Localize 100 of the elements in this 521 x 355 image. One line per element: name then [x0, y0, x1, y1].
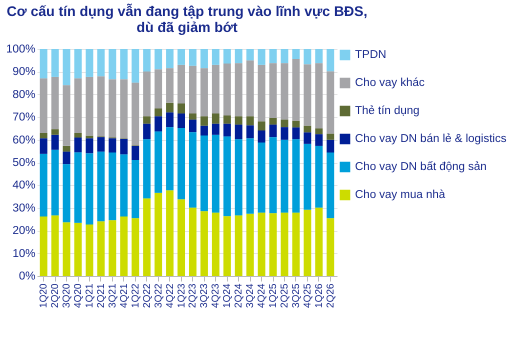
- bar: [315, 63, 323, 128]
- y-tick-label: 10%: [12, 248, 36, 260]
- legend-label: TPDN: [355, 49, 386, 61]
- x-tick-label: 2Q23: [188, 283, 199, 308]
- bar: [97, 49, 105, 76]
- chart-title: Cơ cấu tín dụng vẫn đang tập trung vào lĩnh vực BĐS, dù đã giảm bớt: [6, 3, 368, 35]
- bar: [246, 49, 254, 60]
- bar: [304, 210, 312, 276]
- bar: [40, 216, 48, 276]
- bar: [62, 152, 70, 164]
- bar: [40, 138, 48, 154]
- x-tick-label: 3Q25: [290, 283, 302, 308]
- bar: [223, 64, 231, 116]
- bar: [188, 49, 196, 66]
- bar: [326, 49, 334, 72]
- x-tick-label: 4Q21: [118, 283, 130, 308]
- bar: [166, 49, 174, 68]
- x-tick-label: 4Q23: [210, 283, 222, 308]
- bar: [154, 192, 162, 276]
- y-tick-label: 70%: [12, 112, 36, 124]
- bar: [143, 124, 151, 140]
- bar: [223, 216, 231, 276]
- bar: [154, 49, 162, 70]
- x-tick-label: 1Q23: [176, 283, 188, 308]
- bar: [166, 127, 174, 190]
- bar: [51, 49, 59, 77]
- bar: [304, 64, 312, 126]
- x-tick-label: 2Q22: [142, 283, 153, 308]
- bar: [200, 68, 208, 116]
- bar: [108, 79, 116, 138]
- bar: [269, 49, 277, 64]
- bar: [258, 130, 266, 143]
- bar: [132, 160, 140, 218]
- bar: [246, 125, 254, 138]
- bar: [188, 120, 196, 132]
- x-tick-label: 4Q20: [73, 283, 84, 308]
- legend-label: Thẻ tín dụng: [355, 105, 420, 117]
- bar: [154, 131, 162, 193]
- bar: [62, 85, 70, 146]
- bar: [258, 64, 266, 122]
- bar: [200, 211, 208, 276]
- x-tick-label: 3Q20: [62, 283, 73, 308]
- bar: [40, 132, 48, 138]
- bar: [200, 126, 208, 136]
- bar: [74, 138, 82, 152]
- bar: [62, 146, 70, 152]
- bar: [74, 222, 82, 276]
- bar: [154, 116, 162, 132]
- bar: [212, 49, 220, 65]
- y-tick-label: 90%: [12, 66, 36, 78]
- bar: [304, 126, 312, 132]
- bar: [292, 139, 300, 213]
- x-tick-label: 3Q23: [199, 283, 210, 308]
- bar: [200, 116, 208, 126]
- bar: [108, 220, 116, 276]
- bar: [86, 49, 94, 77]
- bar: [108, 138, 116, 153]
- x-tick-label: 3Q22: [153, 283, 164, 308]
- bar: [280, 127, 288, 140]
- bar: [166, 102, 174, 112]
- bar: [326, 71, 334, 134]
- bar: [212, 212, 220, 276]
- bar: [178, 199, 186, 276]
- bar: [304, 132, 312, 144]
- bar: [269, 118, 277, 125]
- bar: [143, 139, 151, 198]
- bar: [258, 142, 266, 213]
- bar: [234, 215, 242, 276]
- bar: [178, 49, 186, 65]
- bar: [97, 221, 105, 276]
- bar: [74, 49, 82, 78]
- x-tick-label: 1Q20: [38, 283, 50, 308]
- bar: [178, 128, 186, 200]
- bar: [258, 49, 266, 65]
- bar: [315, 49, 323, 64]
- y-tick-label: 50%: [12, 157, 36, 169]
- bar: [188, 66, 196, 114]
- bar: [280, 63, 288, 120]
- bar: [292, 127, 300, 140]
- x-tick-label: 1Q25: [268, 283, 280, 308]
- bar: [51, 129, 59, 135]
- bar: [132, 218, 140, 276]
- bar: [258, 212, 266, 276]
- bar: [97, 152, 105, 222]
- bar: [212, 124, 220, 135]
- bar: [132, 146, 140, 160]
- bar: [178, 113, 186, 128]
- bar: [269, 137, 277, 214]
- bar: [120, 79, 128, 138]
- bar: [40, 154, 48, 217]
- legend-label: Cho vay mua nhà: [355, 189, 446, 201]
- bar: [143, 71, 151, 116]
- bar: [246, 138, 254, 214]
- legend-label: Cho vay DN bán lẻ & logistics: [355, 133, 507, 145]
- bar: [212, 113, 220, 124]
- bar: [143, 116, 151, 124]
- bar: [143, 198, 151, 276]
- bar: [154, 69, 162, 108]
- bar: [86, 136, 94, 138]
- bar: [212, 64, 220, 114]
